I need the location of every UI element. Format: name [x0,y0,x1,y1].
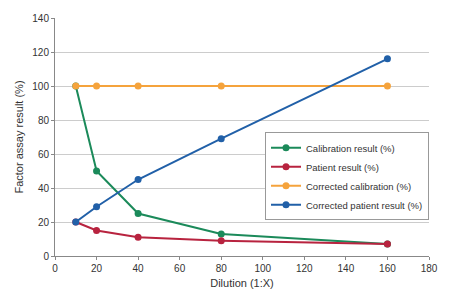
svg-text:Calibration result (%): Calibration result (%) [306,143,395,154]
svg-text:Patient result (%): Patient result (%) [306,162,379,173]
svg-text:0: 0 [52,263,58,274]
svg-text:100: 100 [32,81,49,92]
svg-text:60: 60 [174,263,186,274]
svg-text:Corrected calibration (%): Corrected calibration (%) [306,181,411,192]
svg-text:20: 20 [91,263,103,274]
svg-text:80: 80 [38,115,50,126]
svg-text:0: 0 [43,251,49,262]
svg-text:120: 120 [296,263,313,274]
svg-text:100: 100 [254,263,271,274]
svg-text:40: 40 [38,183,50,194]
svg-text:120: 120 [32,47,49,58]
svg-text:80: 80 [216,263,228,274]
svg-text:Factor assay result (%): Factor assay result (%) [13,80,25,193]
svg-text:40: 40 [133,263,145,274]
svg-text:20: 20 [38,217,50,228]
svg-text:60: 60 [38,149,50,160]
svg-text:140: 140 [338,263,355,274]
svg-text:180: 180 [421,263,438,274]
svg-text:Corrected patient result (%): Corrected patient result (%) [306,200,422,211]
svg-text:140: 140 [32,13,49,24]
svg-text:160: 160 [379,263,396,274]
svg-text:Dilution (1:X): Dilution (1:X) [210,277,274,289]
